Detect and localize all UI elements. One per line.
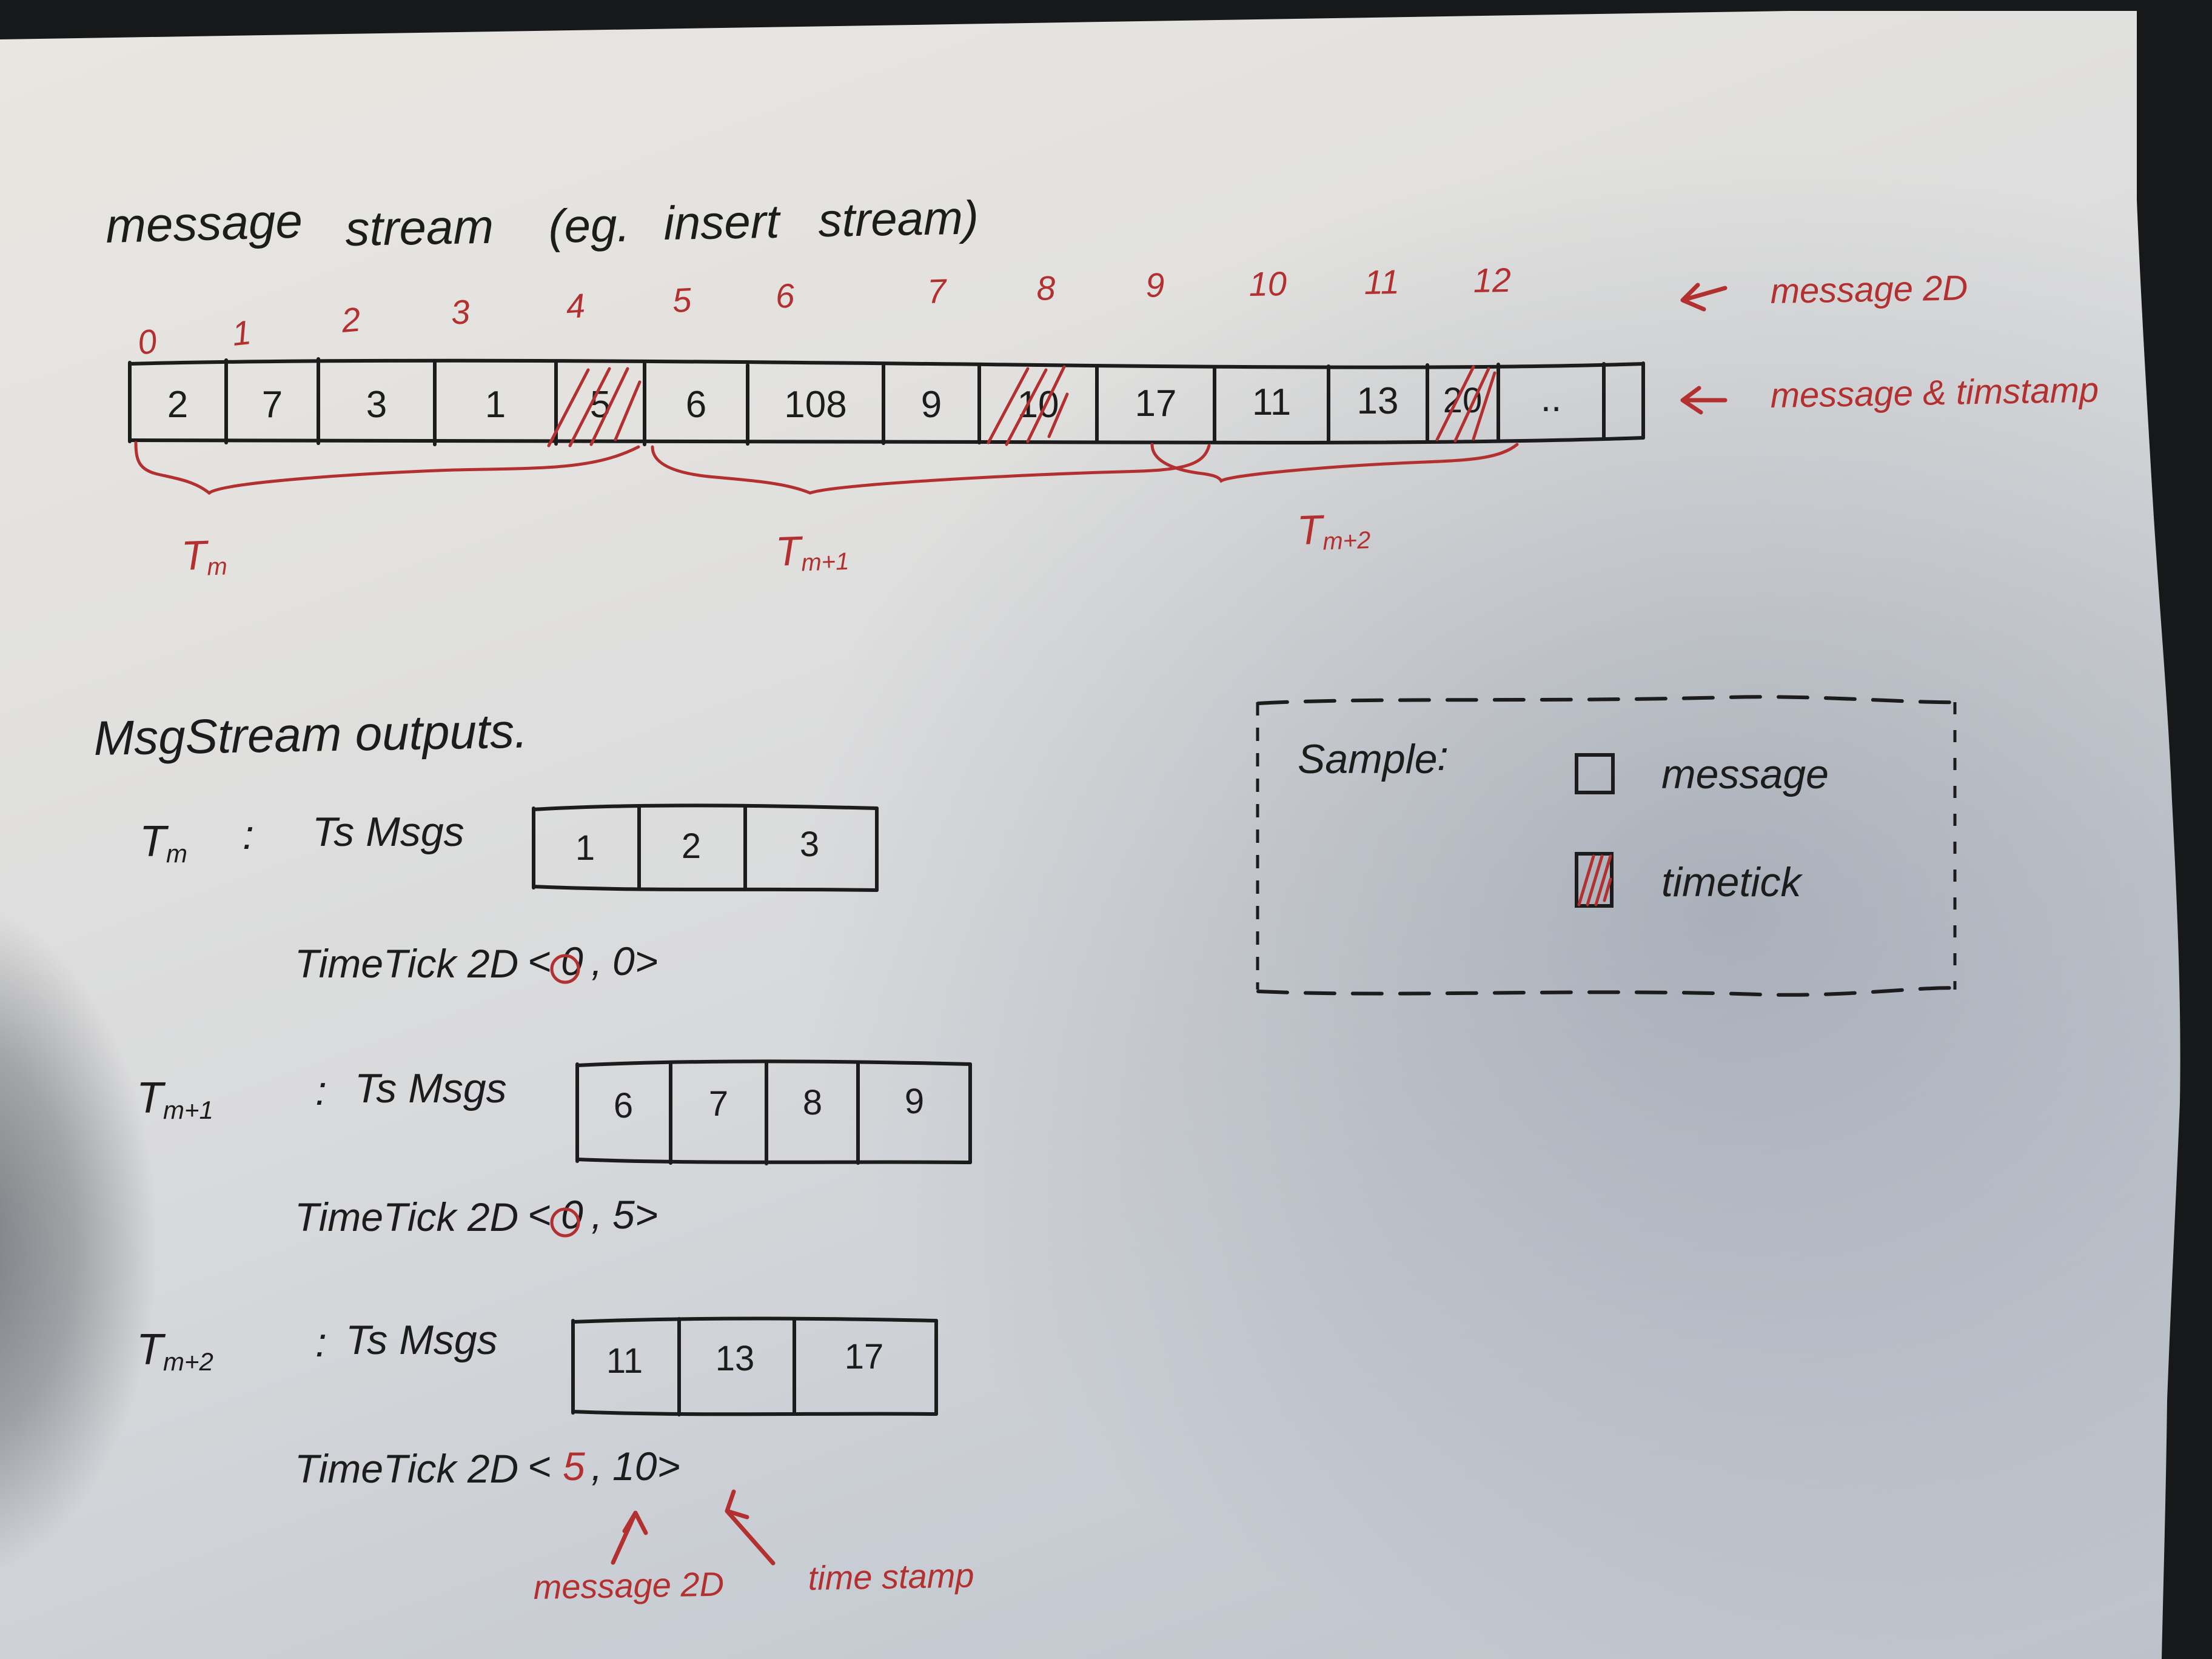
svg-text:4: 4 bbox=[565, 286, 586, 326]
svg-text:12: 12 bbox=[1473, 261, 1511, 300]
svg-text:Ts Msgs: Ts Msgs bbox=[355, 1065, 507, 1111]
svg-text:17: 17 bbox=[845, 1337, 884, 1376]
svg-text:insert: insert bbox=[663, 195, 782, 250]
svg-text::: : bbox=[315, 1068, 327, 1114]
svg-text:2: 2 bbox=[167, 384, 188, 426]
svg-text::: : bbox=[315, 1319, 327, 1366]
svg-text:(eg.: (eg. bbox=[548, 198, 631, 253]
svg-text:3: 3 bbox=[366, 384, 387, 426]
svg-text:11: 11 bbox=[1252, 381, 1291, 423]
svg-text:0: 0 bbox=[135, 321, 159, 362]
svg-text:2: 2 bbox=[340, 300, 363, 340]
svg-text:message 2D: message 2D bbox=[1770, 268, 1968, 311]
svg-text:11: 11 bbox=[1364, 263, 1399, 301]
svg-text:..: .. bbox=[1541, 378, 1561, 420]
svg-text:0: 0 bbox=[561, 1192, 583, 1237]
svg-text:1: 1 bbox=[485, 384, 506, 426]
svg-text:3: 3 bbox=[449, 292, 471, 332]
svg-text:9: 9 bbox=[921, 384, 942, 426]
svg-text:11: 11 bbox=[606, 1341, 643, 1381]
svg-text:7: 7 bbox=[262, 384, 283, 426]
svg-text:TimeTick 2D: TimeTick 2D bbox=[295, 941, 518, 986]
svg-text:7: 7 bbox=[927, 272, 948, 310]
svg-text:Ts Msgs: Ts Msgs bbox=[312, 809, 464, 855]
svg-text:6: 6 bbox=[614, 1086, 633, 1125]
svg-text:Tm: Tm bbox=[139, 817, 187, 868]
svg-text:Sample: Sample bbox=[1298, 736, 1438, 782]
svg-text:<: < bbox=[528, 939, 551, 984]
svg-text:10: 10 bbox=[1248, 264, 1287, 303]
svg-text:3: 3 bbox=[800, 825, 819, 864]
svg-text:Tm+1: Tm+1 bbox=[136, 1074, 213, 1124]
svg-text:0>: 0> bbox=[612, 939, 658, 984]
svg-text:2: 2 bbox=[682, 826, 701, 866]
svg-text:8: 8 bbox=[1036, 269, 1056, 307]
svg-text:message: message bbox=[1661, 751, 1829, 797]
svg-text:time stamp: time stamp bbox=[808, 1556, 974, 1597]
svg-text:stream): stream) bbox=[818, 190, 979, 247]
svg-text::: : bbox=[1437, 733, 1449, 779]
svg-text:6: 6 bbox=[686, 384, 706, 426]
svg-text:Tm+2: Tm+2 bbox=[136, 1326, 213, 1376]
svg-text:5: 5 bbox=[563, 1444, 585, 1489]
svg-text:stream: stream bbox=[345, 199, 494, 256]
svg-text:5: 5 bbox=[590, 384, 611, 426]
svg-text:1: 1 bbox=[230, 313, 253, 353]
svg-text:<: < bbox=[528, 1444, 551, 1489]
svg-text:6: 6 bbox=[774, 276, 796, 315]
svg-text:,: , bbox=[591, 1444, 602, 1489]
svg-text:timetick: timetick bbox=[1661, 859, 1803, 905]
svg-text:TimeTick 2D: TimeTick 2D bbox=[295, 1195, 518, 1239]
svg-text:9: 9 bbox=[1145, 266, 1165, 304]
svg-text:message & timstamp: message & timstamp bbox=[1770, 370, 2099, 415]
svg-text:,: , bbox=[591, 939, 602, 984]
svg-text:13: 13 bbox=[716, 1339, 755, 1378]
svg-text:Tm+1: Tm+1 bbox=[775, 526, 850, 577]
svg-text:Tm+2: Tm+2 bbox=[1296, 505, 1371, 556]
svg-text:,: , bbox=[591, 1192, 602, 1237]
svg-text:0: 0 bbox=[561, 939, 583, 984]
svg-text:17: 17 bbox=[1135, 383, 1177, 424]
svg-text:TimeTick 2D: TimeTick 2D bbox=[295, 1446, 518, 1491]
svg-text:message 2D: message 2D bbox=[533, 1565, 724, 1606]
svg-text:5: 5 bbox=[671, 280, 692, 320]
svg-text:1: 1 bbox=[575, 828, 595, 868]
svg-text:9: 9 bbox=[905, 1082, 924, 1121]
svg-text:<: < bbox=[528, 1192, 551, 1237]
svg-text:5>: 5> bbox=[612, 1192, 658, 1237]
svg-text:8: 8 bbox=[803, 1083, 822, 1122]
svg-text:13: 13 bbox=[1357, 380, 1399, 422]
svg-text:Ts Msgs: Ts Msgs bbox=[346, 1317, 498, 1363]
svg-text:Tm: Tm bbox=[181, 531, 228, 581]
svg-text:108: 108 bbox=[784, 384, 846, 426]
svg-text::: : bbox=[243, 812, 254, 858]
svg-text:10>: 10> bbox=[612, 1444, 680, 1489]
svg-text:MsgStream outputs.: MsgStream outputs. bbox=[93, 704, 528, 765]
svg-text:message: message bbox=[105, 194, 303, 253]
svg-text:7: 7 bbox=[709, 1084, 728, 1124]
